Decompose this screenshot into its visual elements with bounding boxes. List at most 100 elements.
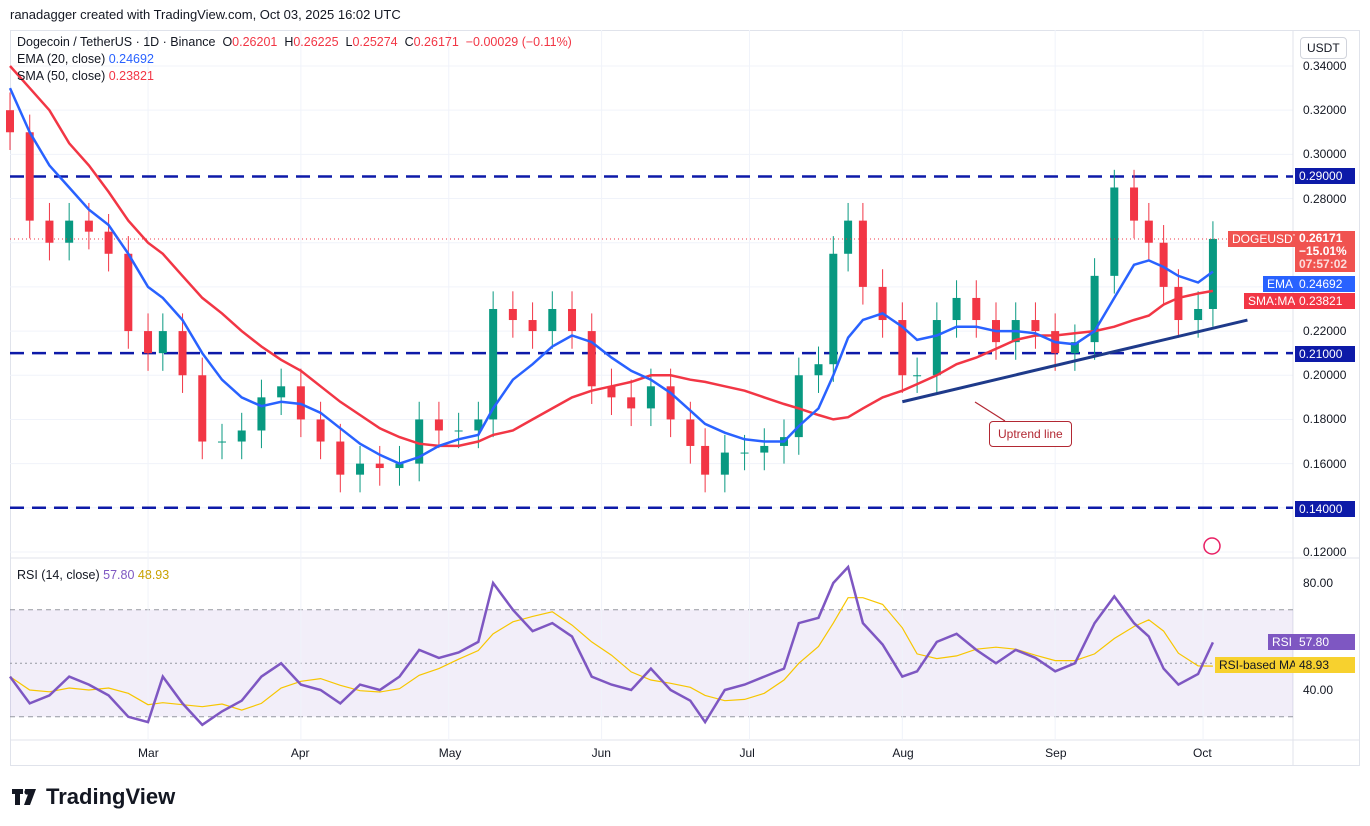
sma-tag-label: SMA:MA — [1244, 293, 1300, 309]
candle — [1174, 286, 1183, 321]
rsi-ma-value: 48.93 — [137, 568, 170, 582]
high-value: 0.26225 — [293, 35, 339, 49]
time-tick: May — [438, 746, 462, 760]
sma-tag: 0.23821 — [1295, 293, 1355, 309]
candle — [104, 231, 113, 254]
last-price-tag: 0.26171 −15.01% 07:57:02 — [1295, 231, 1355, 272]
sma-label: SMA (50, close) — [17, 69, 106, 83]
candle — [257, 397, 266, 431]
candle — [568, 308, 577, 332]
candle — [1090, 275, 1099, 343]
logo-text: TradingView — [46, 784, 176, 809]
candle — [277, 386, 286, 398]
candle — [84, 220, 93, 232]
high-label: H — [284, 35, 294, 49]
candle — [814, 364, 823, 376]
rsi-tick: 80.00 — [1303, 576, 1334, 590]
price-tick: 0.16000 — [1303, 456, 1347, 471]
ema-legend[interactable]: EMA (20, close) 0.24692 — [17, 52, 154, 66]
candle — [415, 419, 424, 464]
time-tick: Mar — [138, 746, 159, 760]
candle — [395, 463, 404, 469]
candle — [701, 445, 710, 475]
change-value: −0.00029 (−0.11%) — [465, 35, 572, 49]
currency-button[interactable]: USDT — [1300, 37, 1347, 59]
ema-tag: 0.24692 — [1295, 276, 1355, 292]
rsi-legend[interactable]: RSI (14, close) 57.80 48.93 — [17, 568, 169, 582]
price-tick: 0.22000 — [1303, 324, 1347, 339]
tradingview-logo-icon — [12, 789, 36, 805]
alert-lightning-icon — [1203, 537, 1221, 555]
ema-tag-label: EMA — [1263, 276, 1298, 292]
close-label: C — [404, 35, 414, 49]
candle — [45, 220, 54, 243]
ema-value: 0.24692 — [108, 52, 154, 66]
candle — [913, 375, 922, 377]
sma-50-line — [9, 65, 1214, 448]
candle — [198, 375, 207, 442]
candle — [858, 220, 867, 287]
price-tick: 0.34000 — [1303, 59, 1347, 73]
chart-frame[interactable] — [10, 30, 1360, 766]
price-tick: 0.18000 — [1303, 412, 1347, 427]
sma-legend[interactable]: SMA (50, close) 0.23821 — [17, 69, 154, 83]
candle — [1144, 220, 1153, 243]
rsi-line — [8, 564, 1215, 727]
candle — [740, 452, 749, 454]
ema-20-line — [8, 87, 1214, 465]
chart-credit: ranadagger created with TradingView.com,… — [10, 7, 401, 22]
tradingview-logo[interactable]: TradingView — [12, 784, 175, 810]
candle — [1159, 242, 1168, 287]
candle — [1070, 342, 1079, 354]
candle — [972, 297, 981, 321]
candle — [356, 463, 365, 475]
candle — [124, 253, 133, 332]
price-tick: 0.12000 — [1303, 544, 1347, 559]
time-tick: Apr — [290, 746, 310, 760]
candle — [720, 452, 729, 475]
open-label: O — [222, 35, 233, 49]
candle — [666, 386, 675, 420]
time-tick: Jul — [739, 746, 755, 760]
last-price: 0.26171 — [1299, 231, 1343, 245]
candle — [528, 320, 537, 332]
bar-countdown: 07:57:02 — [1299, 257, 1348, 271]
candle — [6, 110, 14, 133]
time-tick: Sep — [1045, 746, 1067, 760]
candle — [1208, 238, 1217, 309]
candle — [607, 386, 616, 398]
candle — [627, 397, 636, 409]
candle — [829, 253, 838, 365]
candle — [548, 308, 557, 332]
level-210-tag: 0.21000 — [1295, 346, 1355, 362]
candle — [587, 331, 596, 387]
rsi-tag-label: RSI — [1268, 634, 1297, 650]
candle — [760, 445, 769, 453]
candle — [1110, 187, 1119, 276]
candle — [454, 430, 463, 432]
candle — [25, 132, 34, 221]
candle — [508, 308, 517, 321]
candle — [844, 220, 853, 254]
symbol-title: Dogecoin / TetherUS · 1D · Binance — [17, 35, 216, 49]
rsi-ma-tag: 48.93 — [1295, 657, 1355, 673]
time-tick: Oct — [1193, 746, 1212, 760]
candle — [144, 331, 153, 354]
candle — [336, 441, 345, 475]
candle — [178, 331, 187, 376]
candle — [158, 331, 167, 354]
level-140-tag: 0.14000 — [1295, 501, 1355, 517]
time-tick: Aug — [892, 746, 914, 760]
candle — [474, 419, 483, 431]
candle — [1031, 320, 1040, 332]
symbol-legend: Dogecoin / TetherUS · 1D · Binance O 0.26… — [17, 35, 572, 49]
sma-value: 0.23821 — [108, 69, 154, 83]
price-tick: 0.32000 — [1303, 103, 1347, 118]
uptrend-annotation[interactable]: Uptrend line — [989, 421, 1072, 447]
candle — [646, 386, 655, 409]
candle — [217, 441, 226, 443]
candle — [237, 430, 246, 442]
symbol-tag: DOGEUSDT — [1228, 231, 1305, 247]
level-290-tag: 0.29000 — [1295, 168, 1355, 184]
